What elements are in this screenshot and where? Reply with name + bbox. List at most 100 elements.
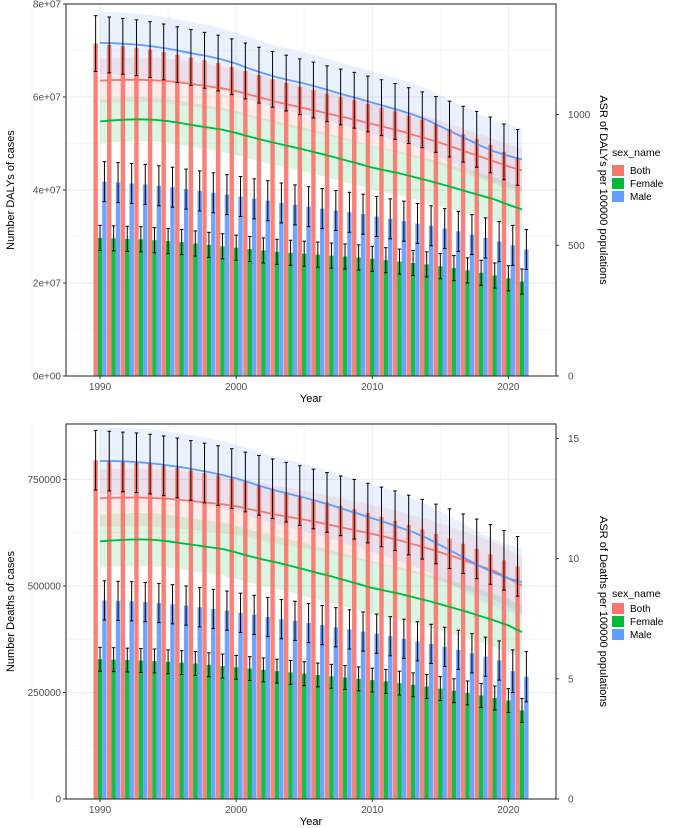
error-bar-female xyxy=(370,245,375,272)
legend-title: sex_name xyxy=(612,588,661,600)
bar-female xyxy=(383,681,389,799)
error-bar-both xyxy=(148,433,152,495)
error-bar-both xyxy=(488,116,493,174)
bar-male xyxy=(224,194,230,376)
bar-female xyxy=(424,264,429,376)
error-bar-both xyxy=(161,435,166,497)
error-bar-both xyxy=(502,123,506,181)
legend-label-both: Both xyxy=(630,604,651,615)
y-tick-label: 8e+07 xyxy=(33,0,62,11)
error-bar-male xyxy=(470,633,474,674)
bar-male xyxy=(483,656,488,799)
bar-female xyxy=(125,238,130,376)
bar-both xyxy=(270,488,275,799)
bar-female xyxy=(193,243,198,376)
error-bar-female xyxy=(370,667,375,693)
error-bar-female xyxy=(111,225,116,252)
line-male xyxy=(100,42,523,161)
error-bar-both xyxy=(161,23,166,81)
bars xyxy=(93,43,529,377)
bar-female xyxy=(492,275,497,376)
bar-both xyxy=(352,509,357,799)
x-tick-label: 2020 xyxy=(497,805,520,816)
error-bar-both xyxy=(107,16,112,74)
bar-both xyxy=(256,485,262,799)
error-bar-male xyxy=(102,580,107,621)
legend-deaths: sex_name Both Female Male xyxy=(612,588,664,641)
bar-female xyxy=(315,674,321,799)
bar-female xyxy=(233,247,239,376)
error-bar-female xyxy=(479,683,483,708)
bar-both xyxy=(311,90,316,377)
bar-both xyxy=(93,43,98,377)
error-bars xyxy=(93,15,529,295)
legend-title: sex_name xyxy=(612,147,661,159)
error-bar-both xyxy=(352,71,357,129)
error-bar-male xyxy=(225,174,229,216)
error-bar-both xyxy=(175,437,180,499)
error-bar-male xyxy=(197,587,202,628)
error-bar-female xyxy=(465,257,470,284)
bar-female xyxy=(206,664,212,799)
bar-male xyxy=(279,619,284,799)
error-bar-female xyxy=(139,648,143,673)
y-tick-label: 6e+07 xyxy=(33,93,62,104)
bar-both xyxy=(352,100,357,376)
bar-female xyxy=(179,662,184,799)
error-bar-both xyxy=(134,432,139,494)
error-bar-female xyxy=(520,697,524,723)
y-axis-title: Number DALYs of cases xyxy=(5,130,17,250)
error-bar-female xyxy=(111,647,116,673)
bar-male xyxy=(415,223,420,376)
bar-male xyxy=(129,601,134,799)
bar-both xyxy=(406,524,411,799)
error-bar-both xyxy=(379,486,384,548)
error-bar-female xyxy=(424,251,429,278)
error-bar-male xyxy=(157,165,161,207)
error-bar-male xyxy=(320,605,325,646)
bar-female xyxy=(451,268,457,376)
bar-both xyxy=(297,86,302,377)
error-bar-female xyxy=(397,248,402,275)
bar-male xyxy=(320,625,325,799)
line-female xyxy=(99,118,523,211)
bar-male xyxy=(469,234,475,376)
error-bar-female xyxy=(207,231,211,258)
y2-tick-label: 0 xyxy=(568,372,574,383)
bar-female xyxy=(97,237,103,376)
error-bar-both xyxy=(243,42,248,100)
error-bar-both xyxy=(202,31,207,89)
bar-female xyxy=(138,239,144,376)
error-bar-male xyxy=(347,191,352,233)
error-bar-male xyxy=(320,188,325,230)
error-bar-male xyxy=(388,616,393,657)
error-bar-male xyxy=(238,176,243,218)
y-tick-label: 2e+07 xyxy=(33,279,62,290)
x-axis-title: Year xyxy=(300,816,323,828)
plot-background xyxy=(66,424,556,799)
bar-female xyxy=(261,669,266,799)
error-bar-both xyxy=(515,129,520,186)
bar-female xyxy=(111,659,116,799)
bar-both xyxy=(297,495,302,799)
bar-male xyxy=(374,633,379,799)
bar-female xyxy=(410,684,416,799)
error-bar-female xyxy=(329,242,334,269)
bar-female xyxy=(179,242,184,376)
bar-male xyxy=(102,600,107,799)
y-axis-title: Number Deaths of cases xyxy=(5,550,17,672)
error-bar-male xyxy=(402,618,406,659)
error-bar-female xyxy=(384,668,388,694)
line-both xyxy=(99,78,523,172)
bar-male xyxy=(102,181,107,376)
bar-female xyxy=(206,244,212,376)
error-bar-male xyxy=(129,581,134,622)
error-bar-female xyxy=(288,660,293,685)
bar-female xyxy=(220,666,225,799)
error-bar-male xyxy=(483,636,488,677)
legend-label-female: Female xyxy=(630,179,664,190)
bar-both xyxy=(433,124,439,376)
line-female xyxy=(99,538,523,633)
error-bar-both xyxy=(406,494,411,556)
bar-female xyxy=(193,663,198,799)
